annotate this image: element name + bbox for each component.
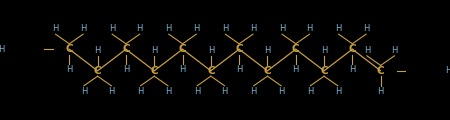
Text: C: C	[349, 44, 356, 54]
Text: H: H	[251, 87, 257, 96]
Text: C: C	[320, 66, 328, 76]
Text: H: H	[363, 24, 369, 33]
Text: H: H	[180, 65, 186, 74]
Text: H: H	[349, 65, 356, 74]
Text: H: H	[278, 87, 284, 96]
Text: H: H	[250, 24, 256, 33]
Text: C: C	[150, 66, 158, 76]
Text: H: H	[264, 46, 270, 55]
Text: H: H	[221, 87, 228, 96]
Text: H: H	[165, 87, 171, 96]
Text: H: H	[306, 24, 313, 33]
Text: H: H	[80, 24, 86, 33]
Text: C: C	[66, 44, 73, 54]
Text: H: H	[335, 87, 341, 96]
Text: H: H	[307, 87, 314, 96]
Text: H: H	[123, 65, 129, 74]
Text: H: H	[236, 65, 243, 74]
Text: C: C	[207, 66, 215, 76]
Text: C: C	[292, 44, 300, 54]
Text: H: H	[194, 87, 200, 96]
Text: C: C	[264, 66, 271, 76]
Text: H: H	[66, 65, 72, 74]
Text: H: H	[193, 24, 199, 33]
Text: H: H	[364, 46, 370, 55]
Text: H: H	[335, 24, 342, 33]
Text: H: H	[94, 46, 101, 55]
Text: H: H	[137, 87, 144, 96]
Text: H: H	[0, 45, 5, 54]
Text: C: C	[94, 66, 101, 76]
Text: H: H	[445, 66, 450, 75]
Text: H: H	[378, 87, 384, 96]
Text: H: H	[166, 24, 172, 33]
Text: C: C	[235, 44, 243, 54]
Text: H: H	[108, 87, 115, 96]
Text: H: H	[52, 24, 59, 33]
Text: C: C	[122, 44, 130, 54]
Text: H: H	[136, 24, 143, 33]
Text: C: C	[377, 66, 384, 76]
Text: H: H	[81, 87, 87, 96]
Text: H: H	[207, 46, 214, 55]
Text: H: H	[391, 46, 398, 55]
Text: H: H	[109, 24, 115, 33]
Text: H: H	[222, 24, 229, 33]
Text: H: H	[151, 46, 158, 55]
Text: C: C	[179, 44, 186, 54]
Text: H: H	[279, 24, 285, 33]
Text: H: H	[321, 46, 327, 55]
Text: H: H	[292, 65, 299, 74]
